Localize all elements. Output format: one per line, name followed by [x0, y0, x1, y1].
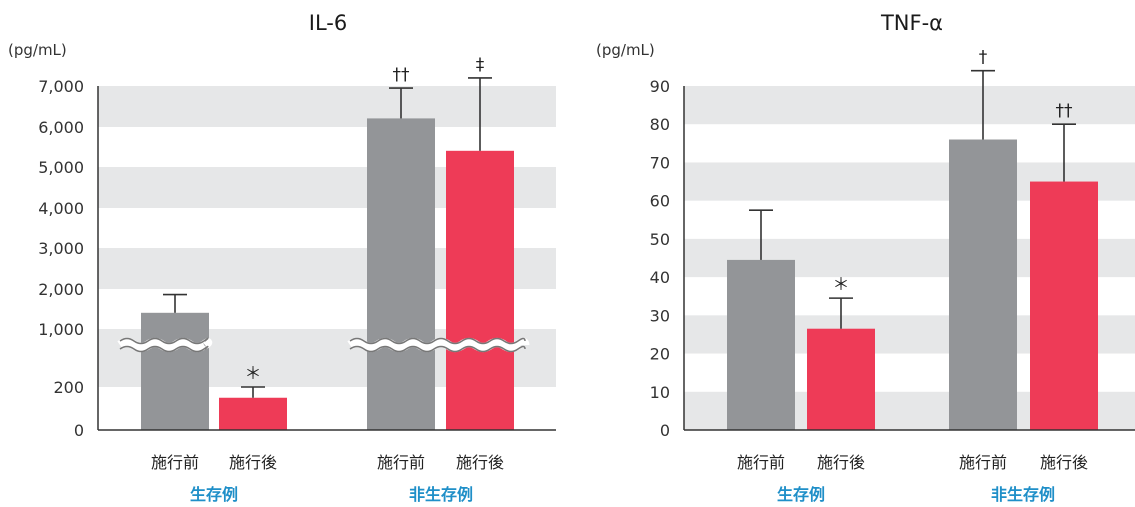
tnf-group-label: 非生存例 [991, 485, 1055, 504]
il6-unit-label: (pg/mL) [8, 41, 67, 59]
il6-error-bars [163, 77, 492, 398]
tnf-significance-mark: ＊ [833, 275, 850, 295]
il6-y-tick-label: 1,000 [38, 320, 84, 339]
tnf-annotations: ＊††† [833, 48, 1074, 295]
il6-group-label: 生存例 [190, 485, 238, 504]
il6-bars [141, 118, 514, 431]
il6-axis-break [117, 337, 213, 353]
il6-category-label: 施行前 [151, 453, 199, 472]
il6-axis-break [347, 337, 530, 353]
il6-y-tick-label: 200 [53, 378, 84, 397]
il6-significance-mark: ＊ [245, 364, 262, 384]
tnf-y-tick-label: 40 [650, 268, 670, 287]
tnf-significance-mark: †† [1056, 101, 1074, 121]
tnf-category-label: 施行後 [817, 453, 865, 472]
tnf-bar-after [1030, 181, 1098, 430]
tnf-category-label: 施行前 [737, 453, 785, 472]
il6-chart-title: IL-6 [309, 11, 347, 35]
il6-group-label: 非生存例 [409, 485, 473, 504]
tnf-y-tick-labels: 0 10 20 30 40 50 60 70 80 90 [650, 77, 670, 440]
tnf-bar-after [807, 328, 875, 430]
il6-chart-panel: IL-6 (pg/mL) 0 200 1,000 2,000 3,000 4,000 5,0… [8, 11, 556, 504]
tnf-error-bars [749, 69, 1076, 329]
tnf-category-label: 施行前 [959, 453, 1007, 472]
il6-y-tick-label: 6,000 [38, 118, 84, 137]
il6-y-tick-label: 5,000 [38, 158, 84, 177]
tnf-y-tick-label: 50 [650, 230, 670, 249]
il6-significance-mark: ‡ [476, 55, 485, 75]
il6-category-label: 施行前 [377, 453, 425, 472]
il6-category-label: 施行後 [229, 453, 277, 472]
tnf-y-tick-label: 90 [650, 77, 670, 96]
tnf-bar-before [727, 259, 795, 430]
tnf-unit-label: (pg/mL) [596, 41, 655, 59]
tnf-y-tick-label: 30 [650, 306, 670, 325]
il6-y-tick-label: 7,000 [38, 77, 84, 96]
il6-bar-before [141, 312, 209, 430]
il6-axis-break-marks [117, 337, 530, 353]
tnf-chart-title: TNF-α [880, 11, 943, 35]
il6-y-tick-labels: 0 200 1,000 2,000 3,000 4,000 5,000 6,000 7,000 [38, 77, 84, 440]
il6-bar-after [446, 150, 514, 431]
tnf-significance-mark: † [979, 48, 988, 68]
tnf-y-tick-label: 0 [660, 421, 670, 440]
tnf-y-tick-label: 80 [650, 115, 670, 134]
tnf-group-labels: 生存例 非生存例 [777, 485, 1055, 504]
tnf-bar-before [949, 139, 1017, 430]
il6-stripe [98, 86, 556, 127]
il6-group-labels: 生存例 非生存例 [190, 485, 473, 504]
tnf-y-tick-label: 10 [650, 383, 670, 402]
tnf-group-label: 生存例 [777, 485, 825, 504]
il6-y-tick-label: 0 [74, 421, 84, 440]
il6-y-tick-label: 2,000 [38, 280, 84, 299]
il6-bar-after [219, 397, 287, 430]
il6-category-labels: 施行前 施行後 施行前 施行後 [151, 453, 504, 472]
il6-y-tick-label: 3,000 [38, 239, 84, 258]
tnf-y-tick-label: 70 [650, 153, 670, 172]
il6-y-tick-label: 4,000 [38, 199, 84, 218]
il6-category-label: 施行後 [456, 453, 504, 472]
il6-annotations: ＊ †† ‡ [245, 55, 485, 384]
tnf-bars [727, 139, 1098, 430]
tnf-stripe [684, 86, 1135, 125]
il6-bar-before [367, 118, 435, 431]
il6-significance-mark: †† [393, 65, 411, 85]
tnf-category-label: 施行後 [1040, 453, 1088, 472]
tnf-y-tick-label: 20 [650, 345, 670, 364]
tnf-y-tick-label: 60 [650, 192, 670, 211]
tnf-category-labels: 施行前 施行後 施行前 施行後 [737, 453, 1088, 472]
